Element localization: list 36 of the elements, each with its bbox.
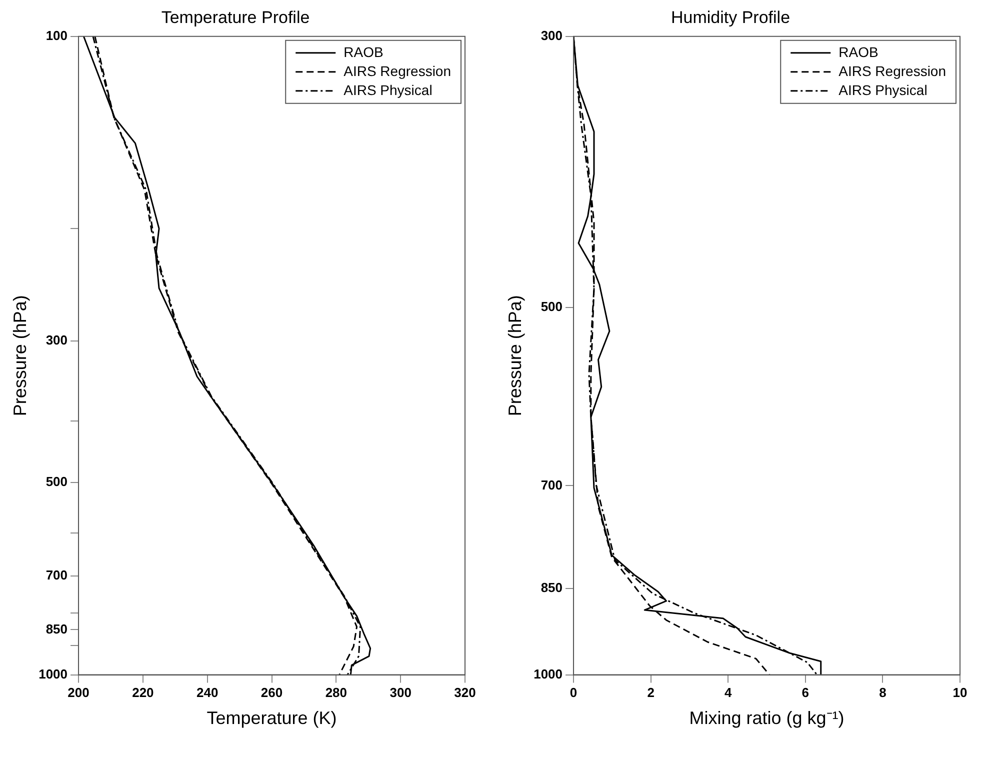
chart-title: Humidity Profile	[670, 8, 790, 27]
chart-title: Temperature Profile	[161, 8, 310, 27]
x-tick-label: 240	[196, 685, 218, 700]
legend-label: AIRS Regression	[838, 62, 946, 79]
x-tick-label: 10	[952, 685, 968, 700]
x-tick-label: 4	[724, 685, 732, 700]
legend-label: RAOB	[838, 44, 878, 60]
y-tick-label: 500	[46, 474, 68, 490]
y-tick-label: 300	[46, 332, 68, 348]
y-axis-title: Pressure (hPa)	[504, 295, 525, 416]
y-axis-title: Pressure (hPa)	[10, 295, 30, 416]
x-tick-label: 200	[68, 685, 90, 700]
x-tick-label: 280	[325, 685, 348, 700]
y-tick-label: 700	[540, 477, 563, 492]
y-tick-label: 300	[540, 28, 563, 43]
x-tick-label: 220	[132, 685, 154, 700]
legend-label: AIRS Physical	[344, 82, 432, 98]
x-tick-label: 8	[879, 685, 886, 700]
y-tick-label: 850	[540, 580, 563, 596]
x-axis-title: Temperature (K)	[206, 708, 337, 728]
x-tick-label: 320	[454, 685, 476, 700]
x-tick-label: 0	[570, 685, 578, 700]
x-tick-label: 2	[647, 685, 654, 700]
x-tick-label: 260	[260, 685, 283, 700]
y-tick-label: 1000	[534, 666, 563, 682]
x-axis-title: Mixing ratio (g kg⁻¹)	[689, 708, 844, 728]
y-tick-label: 850	[46, 621, 68, 636]
legend-label: RAOB	[344, 44, 384, 60]
y-tick-label: 700	[46, 567, 68, 582]
x-tick-label: 300	[390, 685, 412, 700]
y-tick-label: 500	[540, 298, 563, 314]
y-tick-label: 100	[46, 28, 68, 43]
legend-label: AIRS Regression	[344, 62, 452, 79]
y-tick-label: 1000	[38, 666, 68, 682]
legend-label: AIRS Physical	[838, 82, 928, 98]
x-tick-label: 6	[802, 685, 810, 700]
